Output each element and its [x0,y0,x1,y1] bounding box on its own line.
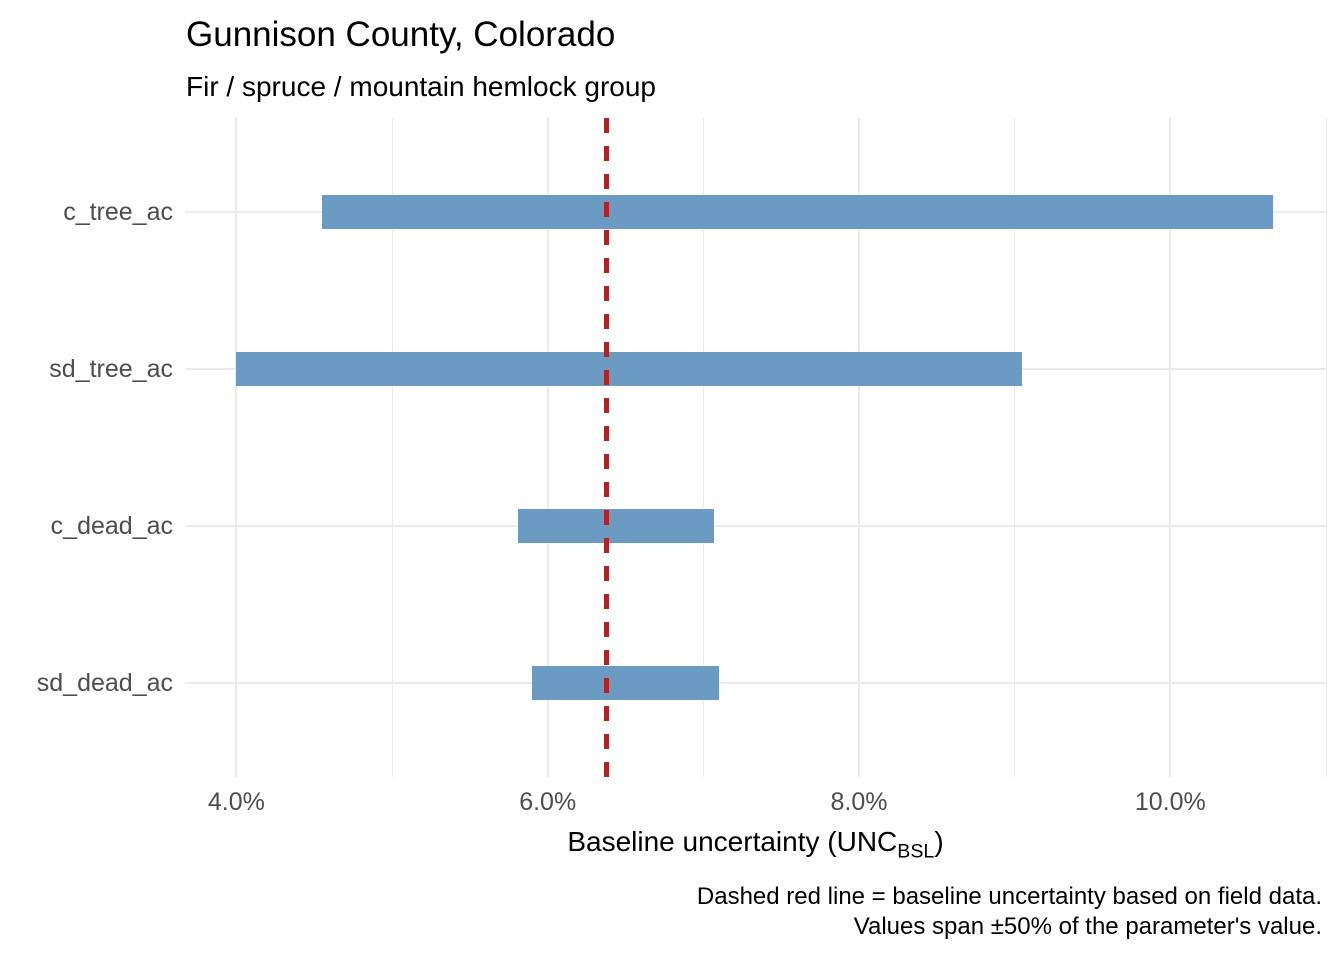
category-label-sd_tree_ac: sd_tree_ac [49,355,173,384]
horizontal-gridline [185,681,1326,684]
chart-caption: Dashed red line = baseline uncertainty b… [697,882,1322,942]
chart-title: Gunnison County, Colorado [186,15,616,54]
major-vertical-gridline [235,118,238,777]
major-vertical-gridline [1169,118,1172,777]
minor-vertical-gridline [1014,118,1016,777]
range-bar-sd_tree_ac [236,352,1023,387]
major-vertical-gridline [546,118,549,777]
category-label-c_tree_ac: c_tree_ac [63,198,173,227]
category-label-sd_dead_ac: sd_dead_ac [36,668,173,697]
x-tick-label: 8.0% [830,788,888,816]
minor-vertical-gridline [702,118,704,777]
x-axis-title-close: ) [934,826,944,857]
x-tick-label: 4.0% [207,788,265,816]
major-vertical-gridline [858,118,860,777]
range-bar-sd_dead_ac [532,665,719,700]
x-axis-title-main: Baseline uncertainty (UNC [567,826,898,857]
x-axis-title: Baseline uncertainty (UNCBSL) [185,826,1326,861]
category-label-c_dead_ac: c_dead_ac [50,511,173,540]
x-axis-title-subscript: BSL [897,840,935,863]
chart-subtitle: Fir / spruce / mountain hemlock group [186,71,656,102]
caption-line-1: Dashed red line = baseline uncertainty b… [696,883,1322,910]
x-tick-label: 10.0% [1134,788,1206,816]
baseline-dashed-line [604,118,610,777]
minor-vertical-gridline [391,118,393,777]
caption-line-2: Values span ±50% of the parameter's valu… [853,913,1322,940]
range-bar-c_tree_ac [321,195,1274,230]
range-bar-c_dead_ac [518,508,715,543]
x-tick-label: 6.0% [519,788,577,816]
minor-vertical-gridline [1325,118,1327,777]
horizontal-gridline [185,524,1326,527]
